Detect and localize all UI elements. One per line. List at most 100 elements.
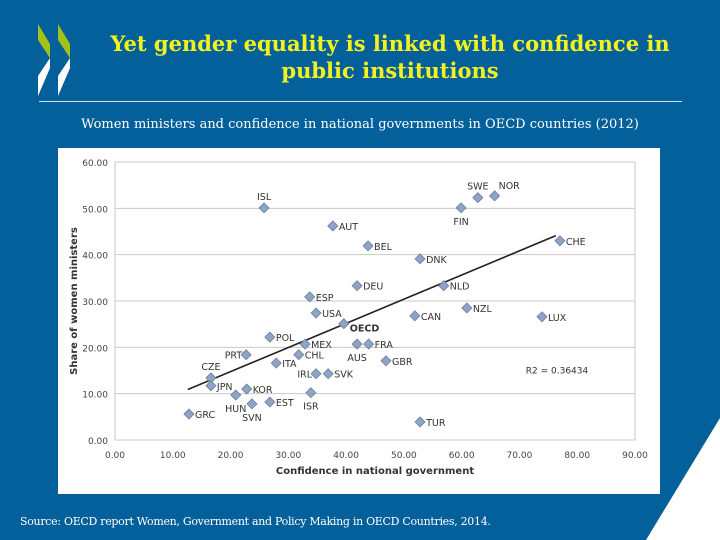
point-label: SWE bbox=[467, 182, 488, 193]
data-point-kor bbox=[241, 383, 253, 395]
y-tick-label: 30.00 bbox=[82, 298, 108, 308]
data-point-swe bbox=[472, 192, 484, 204]
data-point-lux bbox=[536, 311, 548, 323]
data-point-deu bbox=[351, 280, 363, 292]
y-tick-label: 60.00 bbox=[82, 159, 108, 169]
point-label: SVN bbox=[242, 413, 262, 424]
data-point-isr bbox=[305, 387, 317, 399]
data-point-mex bbox=[299, 338, 311, 350]
data-point-svn bbox=[246, 398, 258, 410]
point-label: USA bbox=[322, 309, 342, 320]
point-label: FIN bbox=[453, 217, 468, 228]
point-label: FRA bbox=[375, 340, 394, 351]
point-label: NLD bbox=[450, 282, 470, 293]
x-tick-label: 90.00 bbox=[622, 451, 648, 461]
x-tick-label: 50.00 bbox=[391, 451, 417, 461]
data-point-tur bbox=[414, 416, 426, 428]
point-label: CAN bbox=[421, 312, 441, 323]
data-point-usa bbox=[310, 307, 322, 319]
data-point-nor bbox=[489, 190, 501, 202]
data-point-jpn bbox=[205, 380, 217, 392]
data-point-aus bbox=[351, 338, 363, 350]
x-tick-label: 60.00 bbox=[449, 451, 475, 461]
point-label: OECD bbox=[350, 324, 380, 335]
y-tick-label: 20.00 bbox=[82, 344, 108, 354]
point-label: SVK bbox=[334, 370, 354, 381]
y-axis-label: Share of women ministers bbox=[69, 227, 80, 375]
title-line-2: public institutions bbox=[281, 58, 499, 83]
y-tick-label: 40.00 bbox=[82, 252, 108, 262]
trendline bbox=[187, 234, 557, 391]
title-divider bbox=[39, 101, 682, 102]
point-label: JPN bbox=[216, 382, 233, 393]
point-label: TUR bbox=[425, 418, 446, 429]
data-point-irl bbox=[310, 368, 322, 380]
point-label: NZL bbox=[473, 304, 493, 315]
point-label: MEX bbox=[311, 340, 332, 351]
y-tick-label: 0.00 bbox=[88, 437, 108, 447]
data-point-esp bbox=[304, 291, 316, 303]
data-point-grc bbox=[183, 408, 195, 420]
y-tick-label: 50.00 bbox=[82, 205, 108, 215]
point-label: ESP bbox=[316, 293, 334, 304]
data-point-nld bbox=[438, 280, 450, 292]
point-label: BEL bbox=[374, 242, 393, 253]
data-point-aut bbox=[327, 220, 339, 232]
data-point-svk bbox=[322, 368, 334, 380]
x-tick-label: 40.00 bbox=[333, 451, 359, 461]
point-label: GRC bbox=[195, 410, 215, 421]
x-tick-label: 10.00 bbox=[160, 451, 186, 461]
point-label: ITA bbox=[282, 359, 297, 370]
data-point-che bbox=[554, 235, 566, 247]
slide-title: Yet gender equality is linked with confi… bbox=[90, 30, 690, 84]
data-point-isl bbox=[258, 202, 270, 214]
data-point-dnk bbox=[414, 253, 426, 265]
data-point-ita bbox=[270, 357, 282, 369]
chart-panel: 0.00 10.00 20.00 30.00 40.00 50.00 60.00 0.00 10… bbox=[58, 148, 660, 494]
r-squared-annotation: R2 = 0.36434 bbox=[526, 367, 589, 377]
data-point-gbr bbox=[380, 355, 392, 367]
point-label: LUX bbox=[548, 313, 567, 324]
point-label: HUN bbox=[225, 404, 246, 415]
point-label: ISR bbox=[303, 402, 319, 413]
data-point-can bbox=[409, 310, 421, 322]
data-point-chl bbox=[293, 349, 305, 361]
point-label: NOR bbox=[499, 181, 521, 192]
point-label: CZE bbox=[201, 362, 220, 373]
title-line-1: Yet gender equality is linked with confi… bbox=[110, 31, 670, 56]
point-label: PRT bbox=[225, 351, 243, 362]
y-tick-label: 10.00 bbox=[82, 391, 108, 401]
point-label: DNK bbox=[426, 255, 447, 266]
point-label: ISL bbox=[257, 192, 272, 203]
scatter-chart: 0.00 10.00 20.00 30.00 40.00 50.00 60.00 0.00 10… bbox=[69, 159, 648, 477]
point-label: EST bbox=[276, 398, 294, 409]
data-point-pol bbox=[264, 331, 276, 343]
oecd-logo bbox=[38, 24, 70, 96]
data-point-hun bbox=[230, 389, 242, 401]
data-point-fin bbox=[455, 202, 467, 214]
data-point-est bbox=[264, 396, 276, 408]
x-tick-label: 30.00 bbox=[275, 451, 301, 461]
point-label: GBR bbox=[392, 357, 413, 368]
data-point-oecd bbox=[338, 318, 350, 330]
point-label: AUS bbox=[347, 353, 366, 364]
point-label: CHE bbox=[566, 237, 586, 248]
data-point-nzl bbox=[461, 302, 473, 314]
x-tick-label: 20.00 bbox=[218, 451, 244, 461]
point-label: KOR bbox=[253, 385, 273, 396]
x-axis-label: Confidence in national government bbox=[276, 466, 474, 477]
data-point-bel bbox=[362, 240, 374, 252]
point-label: DEU bbox=[363, 282, 383, 293]
point-label: POL bbox=[276, 333, 295, 344]
point-label: AUT bbox=[339, 222, 358, 233]
point-label: IRL bbox=[297, 370, 312, 381]
x-tick-label: 80.00 bbox=[564, 451, 590, 461]
data-point-fra bbox=[363, 338, 375, 350]
x-tick-label: 0.00 bbox=[105, 451, 125, 461]
data-point-prt bbox=[240, 349, 252, 361]
x-tick-label: 70.00 bbox=[507, 451, 533, 461]
source-note: Source: OECD report Women, Government an… bbox=[20, 515, 491, 528]
point-label: CHL bbox=[305, 351, 325, 362]
chart-subtitle: Women ministers and confidence in nation… bbox=[81, 117, 639, 132]
